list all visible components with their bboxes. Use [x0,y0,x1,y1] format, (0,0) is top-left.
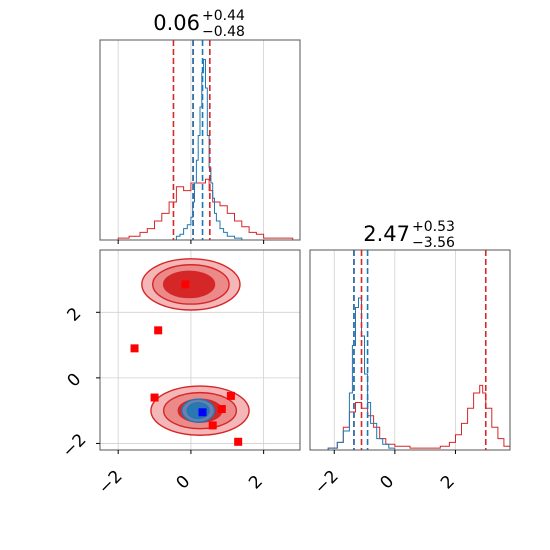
y-tick-label: −2 [59,430,91,462]
scatter-frame [99,249,301,451]
y-tick-label: 2 [64,304,86,326]
red-point-marker [181,280,190,289]
blue-point-marker [198,408,207,417]
x-tick-label: 0 [172,472,194,494]
red-point-marker [234,437,243,446]
red-point-marker [130,344,139,353]
title-param1-plus: +0.44 [202,8,245,24]
red-point-marker [226,391,235,400]
x-tick-label: 2 [245,472,267,494]
title-param2-plus: +0.53 [412,219,455,235]
hist2-red-series [316,384,511,451]
title-param2-minus: −3.56 [412,235,455,251]
title-param1-minus: −0.48 [202,24,245,40]
red-point-marker [208,421,217,430]
x-tick-label: 0 [376,472,398,494]
hist2-frame [309,249,511,451]
hist1-frame [99,39,301,241]
hist1-red-series [107,178,294,241]
red-point-marker [217,405,226,414]
hist2-blue-series [310,297,396,451]
red-point-marker [154,326,163,335]
x-tick-label: −2 [95,467,127,499]
red-point-marker [150,393,159,402]
title-param2-value: 2.47 [363,222,410,246]
x-tick-label: −2 [311,467,343,499]
hist1-blue-series [172,59,243,241]
x-tick-label: 2 [437,472,459,494]
y-tick-label: 0 [64,369,86,391]
title-param1-value: 0.06 [153,11,200,35]
